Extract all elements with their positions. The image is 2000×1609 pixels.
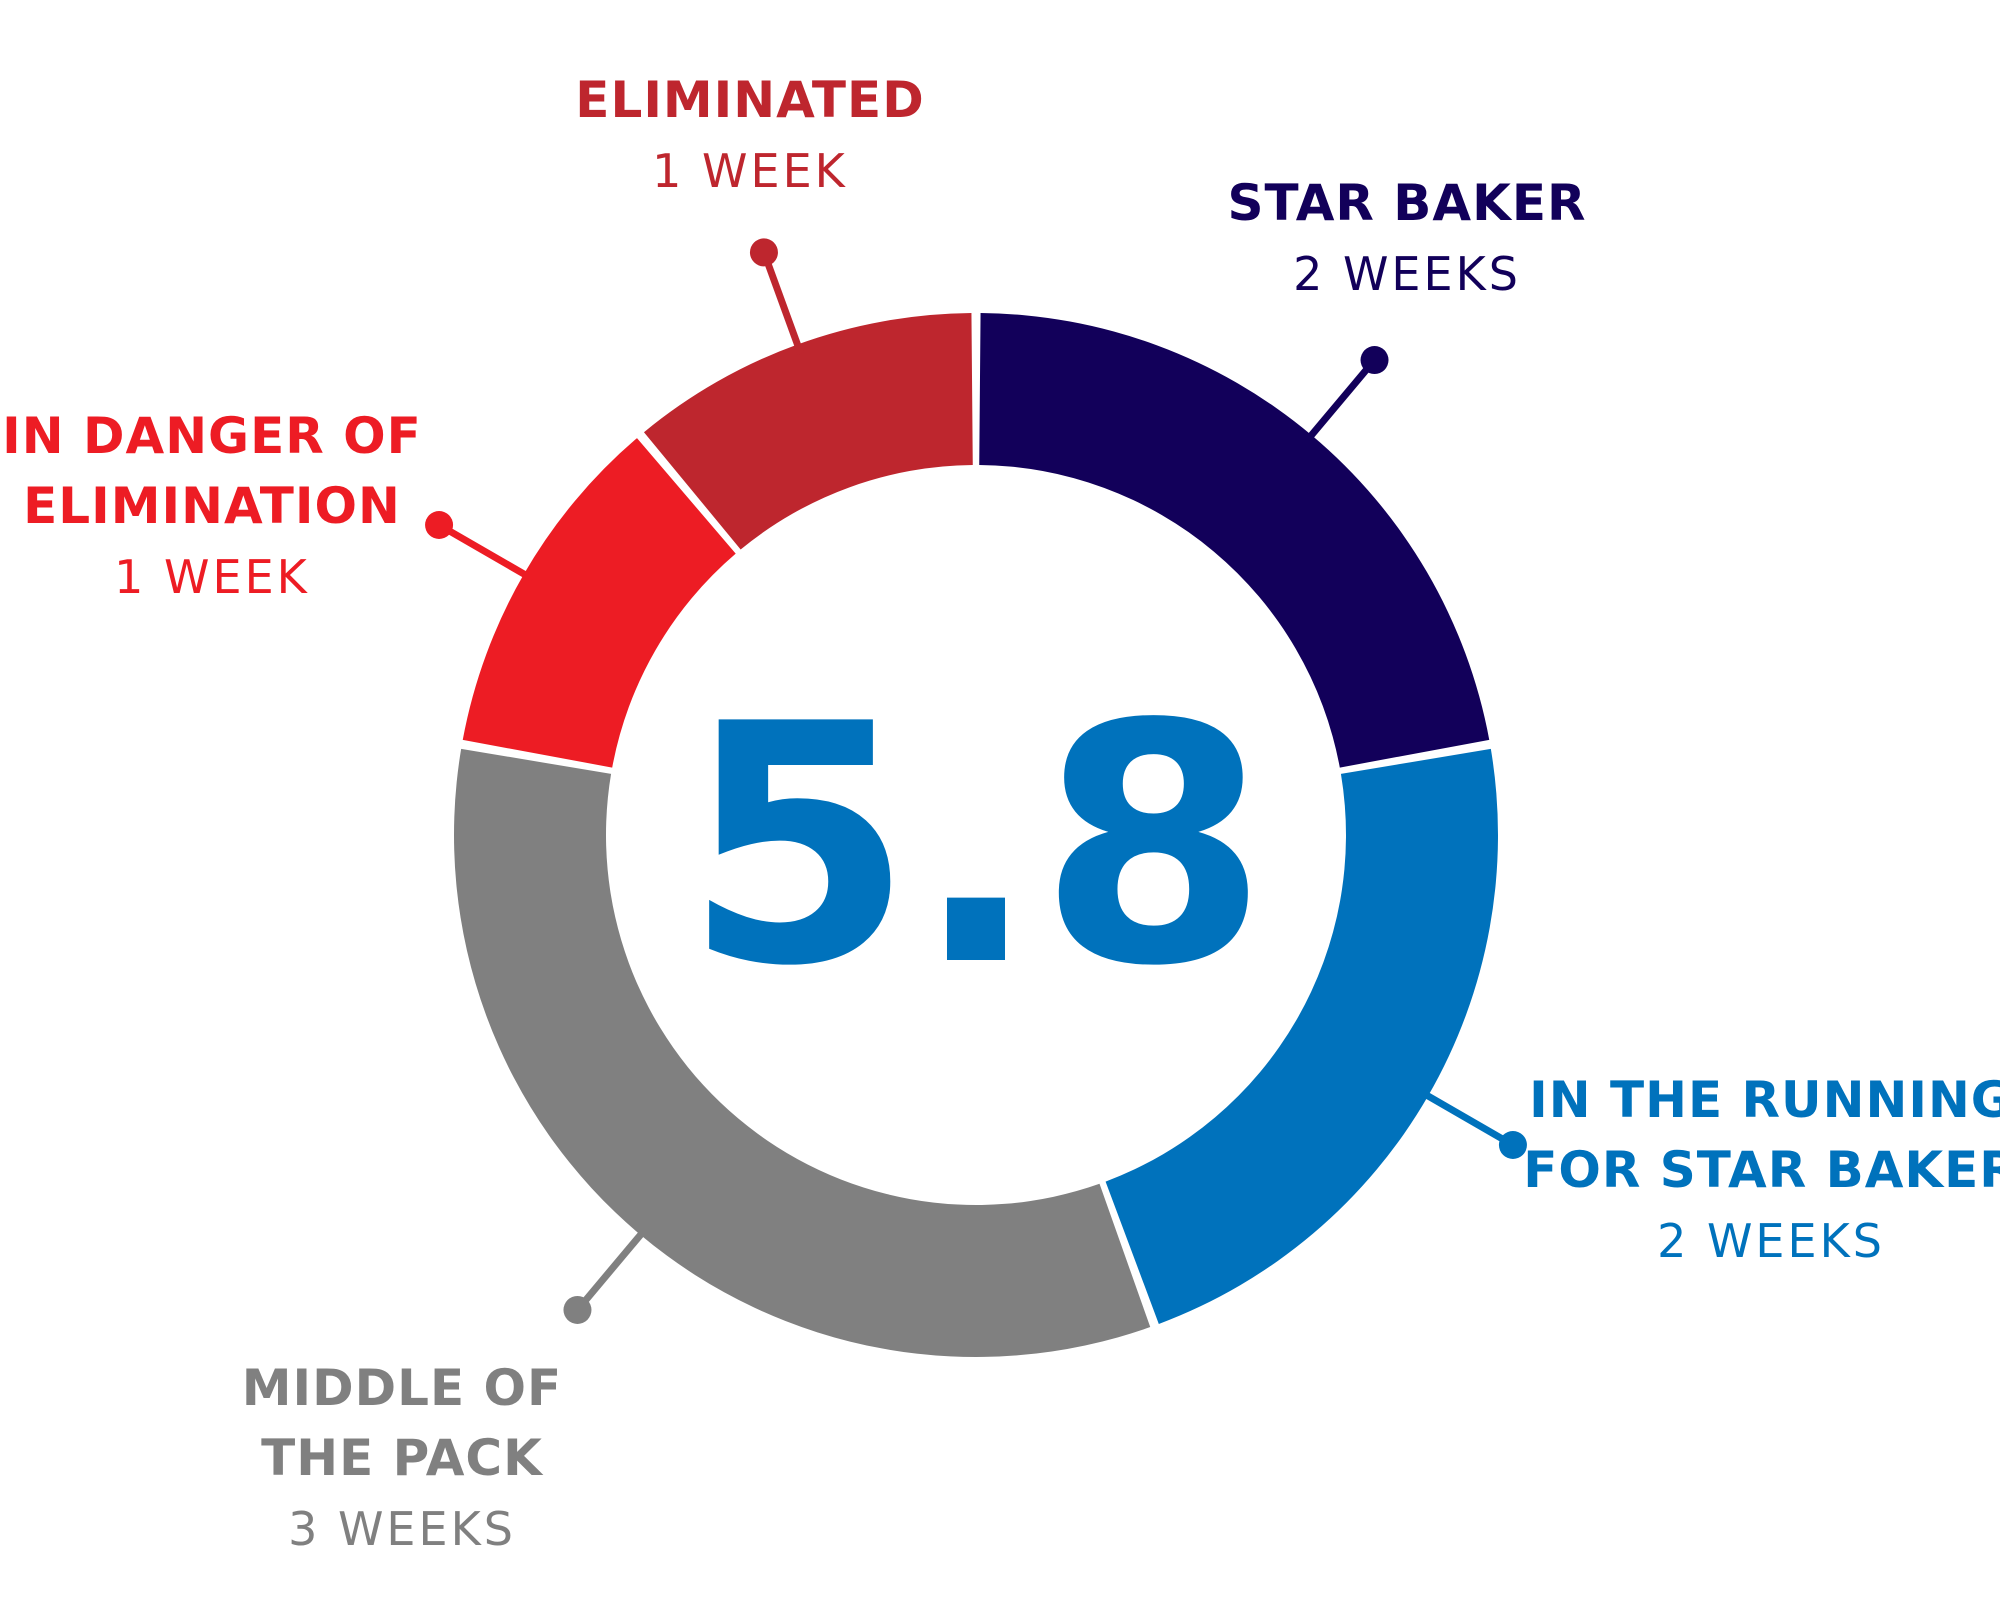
segment-labels: STAR BAKER 2 WEEKS IN THE RUNNING FOR STAR … <box>2 71 2000 1556</box>
slice-label-title-1-1: FOR STAR BAKER <box>1523 1141 2000 1199</box>
slice-label-title-0-0: STAR BAKER <box>1227 174 1586 232</box>
donut-slice-3 <box>462 438 736 768</box>
donut-slice-2 <box>453 748 1151 1357</box>
slice-label-sub-2: 3 WEEKS <box>288 1502 516 1556</box>
slice-label-sub-3: 1 WEEK <box>114 550 310 604</box>
slice-label-title-2-1: THE PACK <box>261 1429 544 1487</box>
leader-lines <box>425 238 1527 1324</box>
leader-line-4 <box>760 251 805 356</box>
slice-label-sub-1: 2 WEEKS <box>1657 1214 1885 1268</box>
donut-slice-1 <box>1105 748 1498 1324</box>
leader-dot-4 <box>749 238 778 267</box>
slice-label-title-3-1: ELIMINATION <box>23 477 401 535</box>
leader-dot-1 <box>1498 1131 1527 1159</box>
leader-line-2 <box>574 1224 650 1313</box>
leader-dot-2 <box>563 1295 592 1324</box>
slice-label-title-4-0: ELIMINATED <box>575 71 924 129</box>
slice-label-title-3-0: IN DANGER OF <box>2 407 422 465</box>
leader-dot-0 <box>1360 346 1389 375</box>
slice-label-sub-4: 1 WEEK <box>652 144 848 198</box>
center-value: 5.8 <box>684 654 1269 1038</box>
leader-line-0 <box>1302 357 1378 446</box>
leader-dot-3 <box>425 511 454 539</box>
slice-label-title-2-0: MIDDLE OF <box>242 1359 562 1417</box>
donut-slice-4 <box>643 313 973 550</box>
slice-label-sub-0: 2 WEEKS <box>1293 247 1521 301</box>
leader-line-1 <box>1417 1087 1515 1149</box>
donut-slice-0 <box>979 313 1490 768</box>
leader-line-3 <box>437 521 535 583</box>
slice-label-title-1-0: IN THE RUNNING <box>1529 1071 2000 1129</box>
donut-segments <box>453 313 1498 1357</box>
